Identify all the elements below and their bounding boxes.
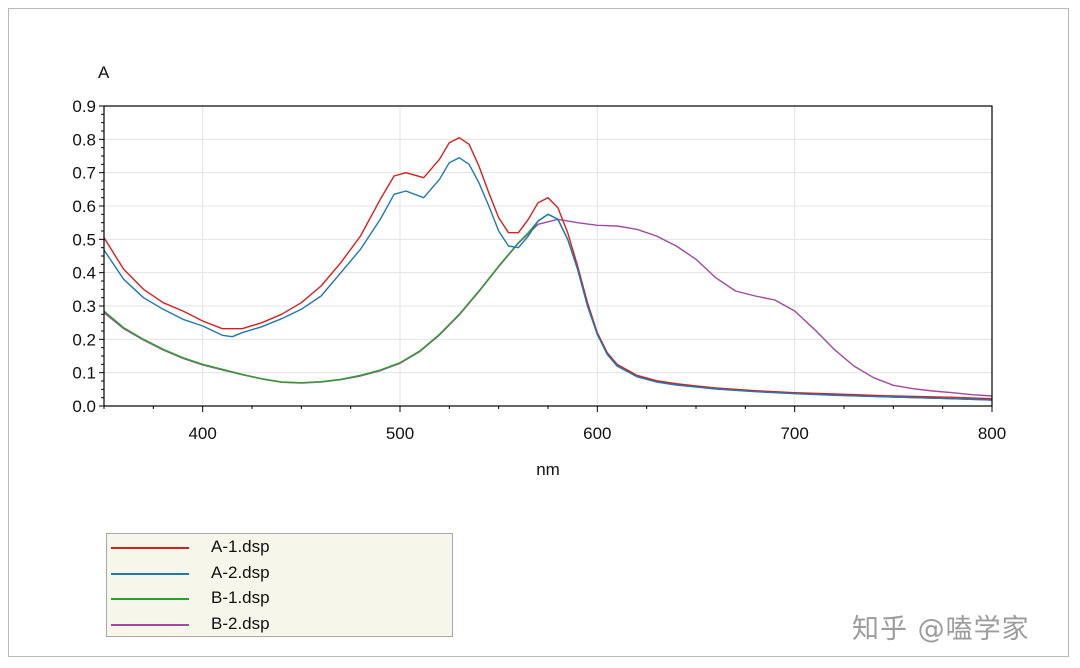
y-tick-label: 0.1 <box>72 364 96 383</box>
y-tick-label: 0.5 <box>72 230 96 249</box>
watermark: 知乎 @嗑学家 <box>852 614 1030 645</box>
y-tick-label: 0.9 <box>72 97 96 116</box>
y-axis-title: A <box>98 63 110 82</box>
x-tick-label: 700 <box>780 424 808 443</box>
series-line-a-2-dsp <box>103 156 993 401</box>
grid-lines <box>104 106 992 406</box>
y-tick-label: 0.4 <box>72 264 96 283</box>
series-layer <box>103 136 993 401</box>
y-tick-label: 0.3 <box>72 297 96 316</box>
legend-entry: A-1.dsp <box>107 536 452 560</box>
y-tick-label: 0.6 <box>72 197 96 216</box>
legend-swatch <box>111 572 189 575</box>
legend-swatch <box>111 623 189 626</box>
x-tick-label: 400 <box>188 424 216 443</box>
legend-entry: B-2.dsp <box>107 613 452 637</box>
series-line-b-2-dsp <box>103 218 993 397</box>
legend: A-1.dsp A-2.dsp B-1.dsp B-2.dsp <box>106 533 453 637</box>
plot-border <box>103 105 993 407</box>
y-tick-label: 0.2 <box>72 330 96 349</box>
legend-entry: A-2.dsp <box>107 562 452 586</box>
legend-label: A-1.dsp <box>211 537 270 556</box>
x-tick-label: 600 <box>583 424 611 443</box>
x-axis-title: nm <box>536 460 560 479</box>
y-tick-label: 0.8 <box>72 130 96 149</box>
legend-swatch <box>111 547 189 549</box>
series-line-a-1-dsp <box>103 136 993 400</box>
series-line-b-1-dsp <box>103 213 993 401</box>
legend-entry: B-1.dsp <box>107 587 452 611</box>
axis-ticks <box>99 105 993 412</box>
legend-label: A-2.dsp <box>211 562 270 582</box>
legend-label: B-1.dsp <box>211 588 270 607</box>
legend-swatch <box>111 598 189 600</box>
x-tick-label: 800 <box>978 424 1006 443</box>
y-tick-label: 0.7 <box>72 164 96 183</box>
x-tick-label: 500 <box>386 424 414 443</box>
tick-labels: 0.0 0.1 0.2 0.3 0.4 0.5 0.6 0.7 0.8 0.9 400 500 600 7… <box>72 97 1006 443</box>
legend-label: B-2.dsp <box>211 613 270 633</box>
y-tick-label: 0.0 <box>72 397 96 416</box>
